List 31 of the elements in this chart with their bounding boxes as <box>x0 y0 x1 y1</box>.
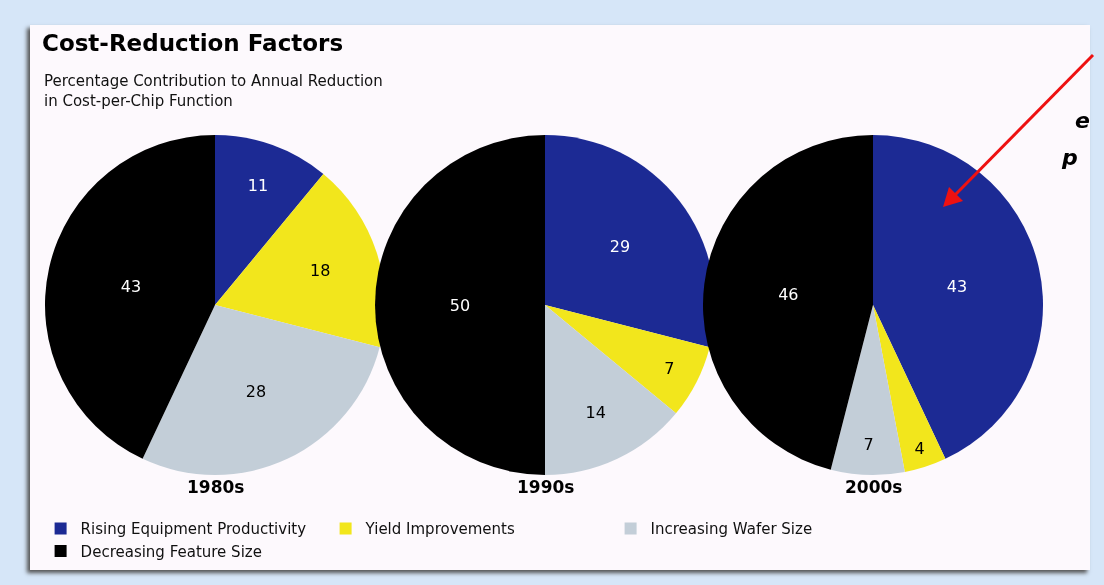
pie-slice <box>375 135 545 475</box>
chart-subtitle: Percentage Contribution to Annual Reduction in Cost-per-Chip Function <box>44 72 383 110</box>
data-label: 11 <box>247 176 269 196</box>
text: 2000s <box>845 477 903 497</box>
data-label: 43 <box>120 276 142 296</box>
legend-label: Increasing Wafer Size <box>650 520 813 539</box>
data-label: 43 <box>946 276 968 296</box>
data-label: 7 <box>863 434 874 454</box>
chart-title: Cost-Reduction Factors <box>42 30 344 57</box>
pie-slice <box>545 305 676 475</box>
legend-label: Rising Equipment Productivity <box>80 520 307 539</box>
pie-slice <box>703 135 873 470</box>
legend-label: Yield Improvements <box>364 520 515 539</box>
data-label: 14 <box>585 403 606 423</box>
data-label: 29 <box>609 237 631 257</box>
pie-slice <box>873 135 1043 459</box>
pie-slice <box>873 305 946 472</box>
legend-label: Decreasing Feature Size <box>80 542 262 561</box>
pie-slice <box>142 305 380 475</box>
pie-slice <box>830 305 905 475</box>
data-label: 18 <box>310 261 331 281</box>
data-label: 4 <box>914 439 925 459</box>
pie-slice <box>45 135 215 459</box>
data-label: 50 <box>449 295 471 315</box>
text: p <box>1061 145 1078 170</box>
data-label: 28 <box>245 382 267 402</box>
text: 1990s <box>517 477 575 497</box>
text: 1980s <box>187 477 245 497</box>
data-label: 46 <box>778 284 799 304</box>
text: e <box>1075 108 1090 133</box>
data-label: 7 <box>664 358 675 378</box>
